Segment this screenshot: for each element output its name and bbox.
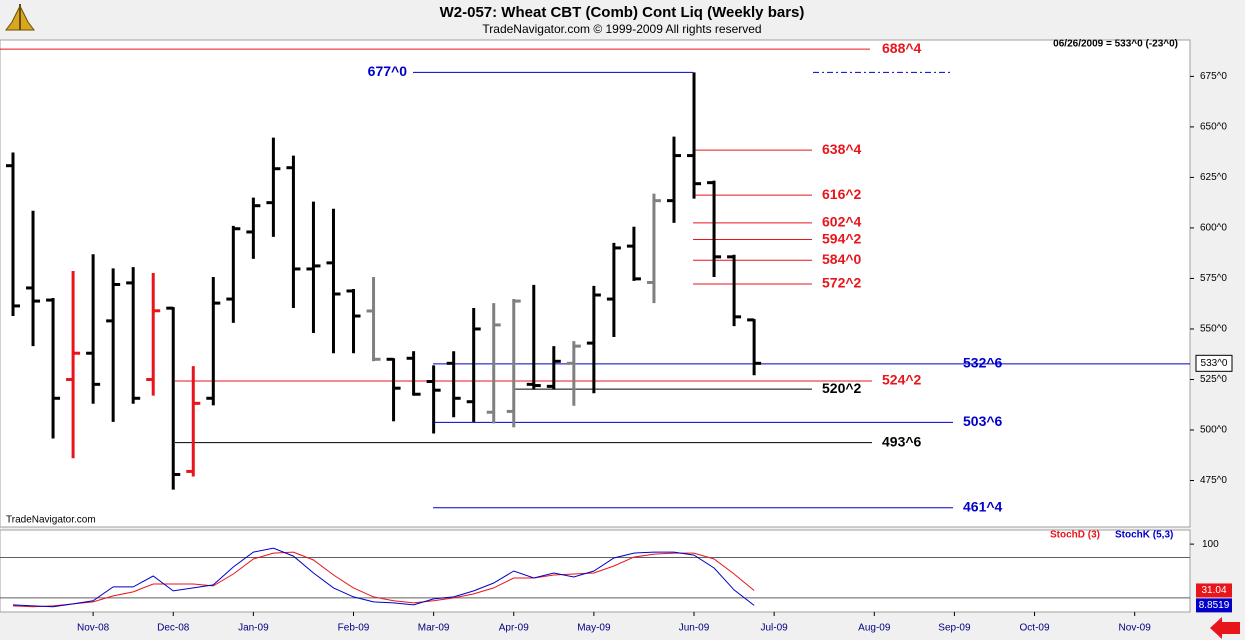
ohlc-bar — [646, 193, 661, 304]
ohlc-bar — [707, 180, 722, 278]
x-tick-label: Nov-09 — [1119, 623, 1152, 634]
scroll-arrow[interactable] — [1210, 617, 1240, 639]
ohlc-bar — [406, 351, 421, 396]
level-label: 584^0 — [822, 251, 862, 267]
ohlc-bar — [146, 272, 161, 396]
legend-entry: StochD (3) — [1050, 530, 1100, 541]
x-tick-label: Nov-08 — [77, 623, 110, 634]
ohlc-bar — [747, 318, 762, 376]
x-tick-label: Jun-09 — [679, 623, 710, 634]
ohlc-bar — [626, 226, 641, 281]
value-label: 8.8519 — [1199, 600, 1230, 611]
ohlc-bar — [46, 298, 61, 439]
level-label: 461^4 — [963, 499, 1003, 515]
ohlc-bar — [266, 137, 281, 237]
x-tick-label: Aug-09 — [858, 623, 891, 634]
level-label: 493^6 — [882, 433, 922, 449]
ohlc-bar — [586, 285, 601, 394]
ohlc-bar — [126, 267, 141, 404]
y-tick-label: 525^0 — [1200, 374, 1227, 385]
level-label: 532^6 — [963, 355, 1003, 371]
level-label: 524^2 — [882, 372, 922, 388]
ohlc-bar — [186, 366, 201, 477]
level-label: 594^2 — [822, 230, 862, 246]
ohlc-bar — [106, 268, 121, 422]
y-tick-label: 475^0 — [1200, 475, 1227, 486]
last-price-label: 533^0 — [1201, 358, 1228, 369]
ohlc-bar — [546, 346, 561, 390]
level-label: 572^2 — [822, 275, 862, 291]
watermark: TradeNavigator.com — [6, 515, 96, 526]
y-tick-label: 500^0 — [1200, 425, 1227, 436]
ohlc-bar — [206, 277, 221, 406]
ohlc-bar — [526, 284, 541, 390]
level-label: 688^4 — [882, 40, 922, 56]
chart-title: W2-057: Wheat CBT (Comb) Cont Liq (Weekl… — [440, 4, 805, 21]
x-tick-label: Mar-09 — [418, 623, 450, 634]
x-tick-label: Dec-08 — [157, 623, 190, 634]
ohlc-bar — [86, 254, 101, 404]
x-tick-label: Jul-09 — [761, 623, 789, 634]
last-info: 06/26/2009 = 533^0 (-23^0) — [1053, 39, 1178, 50]
level-label: 616^2 — [822, 186, 862, 202]
y-tick-label: 675^0 — [1200, 71, 1227, 82]
ohlc-bar — [687, 72, 702, 199]
value-box — [1196, 598, 1232, 613]
ohlc-bar — [426, 365, 441, 434]
level-label: 602^4 — [822, 214, 862, 230]
ohlc-bar — [366, 277, 381, 362]
ohlc-bar — [306, 201, 321, 334]
ohlc-bar — [727, 254, 742, 327]
x-tick-label: Apr-09 — [499, 623, 529, 634]
ohlc-bar — [6, 152, 20, 317]
y-tick-label: 575^0 — [1200, 273, 1227, 284]
x-tick-label: Jan-09 — [238, 623, 269, 634]
ohlc-bar — [606, 242, 621, 338]
price-panel — [0, 39, 1191, 528]
ohlc-bar — [506, 299, 521, 428]
ohlc-bar — [346, 288, 361, 354]
y-tick-label: 600^0 — [1200, 223, 1227, 234]
level-label: 638^4 — [822, 141, 862, 157]
ohlc-bar — [486, 303, 501, 424]
ohlc-bar — [66, 270, 81, 459]
ohlc-bar — [666, 136, 681, 223]
value-box — [1196, 583, 1232, 598]
logo — [5, 4, 35, 31]
level-label: 677^0 — [368, 63, 408, 79]
ohlc-bar — [386, 357, 401, 422]
y-tick-label: 550^0 — [1200, 324, 1227, 335]
ohlc-bar — [446, 351, 461, 418]
y-tick-label: 650^0 — [1200, 122, 1227, 133]
y-tick-label: 100 — [1202, 539, 1219, 550]
stoch-line — [12, 551, 755, 608]
last-price-box — [1195, 354, 1233, 372]
y-tick-label: 625^0 — [1200, 172, 1227, 183]
stoch-panel — [0, 529, 1191, 613]
ohlc-bar — [166, 306, 181, 490]
x-tick-label: May-09 — [577, 623, 611, 634]
ohlc-bar — [26, 210, 41, 347]
value-label: 31.04 — [1201, 585, 1226, 596]
x-tick-label: Feb-09 — [338, 623, 370, 634]
ohlc-bar — [566, 341, 581, 406]
ohlc-bar — [326, 208, 341, 354]
level-label: 520^2 — [822, 380, 862, 396]
stoch-line — [12, 547, 755, 608]
ohlc-bar — [286, 155, 301, 308]
x-tick-label: Oct-09 — [1020, 623, 1050, 634]
ohlc-bar — [226, 225, 241, 323]
chart-subtitle: TradeNavigator.com © 1999-2009 All right… — [482, 22, 761, 36]
x-tick-label: Sep-09 — [938, 623, 971, 634]
ohlc-bar — [466, 307, 481, 422]
level-label: 503^6 — [963, 413, 1003, 429]
legend-entry: StochK (5,3) — [1115, 530, 1173, 541]
ohlc-bar — [246, 197, 261, 259]
